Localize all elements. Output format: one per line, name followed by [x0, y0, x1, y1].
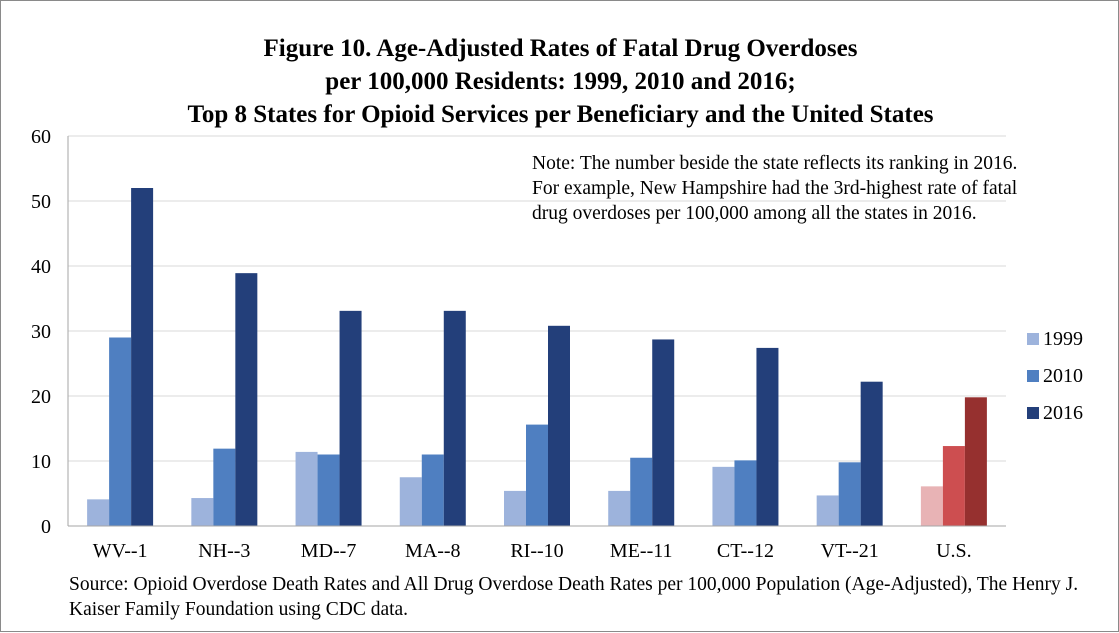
x-tick-label: ME--11 — [610, 540, 673, 562]
legend-swatch-1999 — [1027, 333, 1039, 345]
y-tick-label: 10 — [31, 451, 51, 473]
bar — [191, 498, 214, 526]
bar — [526, 424, 548, 526]
y-tick-label: 20 — [31, 386, 51, 408]
x-tick-label: MD--7 — [301, 540, 357, 562]
bar — [860, 381, 883, 526]
x-tick-label: NH--3 — [198, 540, 250, 562]
bar — [399, 477, 422, 526]
bar — [630, 457, 653, 526]
bar — [504, 490, 526, 526]
bar — [712, 466, 735, 526]
y-tick-label: 50 — [31, 191, 51, 213]
bar — [942, 446, 965, 526]
x-tick-label: RI--10 — [510, 540, 563, 562]
x-tick-label: VT--21 — [821, 540, 879, 562]
x-tick-label: U.S. — [936, 540, 972, 562]
bar — [756, 347, 779, 526]
chart-title-line-1: Figure 10. Age-Adjusted Rates of Fatal D… — [263, 35, 858, 62]
bar — [548, 325, 570, 526]
chart-title-line-2: per 100,000 Residents: 1999, 2010 and 20… — [325, 68, 796, 95]
chart-source: Source: Opioid Overdose Death Rates and … — [69, 574, 1079, 620]
legend-item-2010: 2010 — [1027, 364, 1083, 388]
legend-label-2010: 2010 — [1043, 364, 1083, 387]
legend-item-2016: 2016 — [1027, 401, 1083, 425]
chart-note: Note: The number beside the state reflec… — [532, 153, 1018, 224]
y-tick-label: 30 — [31, 321, 51, 343]
bar — [295, 451, 318, 526]
bar — [816, 495, 839, 526]
bar — [734, 460, 757, 526]
bar — [339, 310, 362, 526]
bar — [109, 337, 132, 526]
bar — [920, 486, 943, 526]
bar — [421, 454, 444, 526]
bar — [838, 462, 861, 526]
bar — [235, 273, 258, 526]
bar — [964, 397, 987, 526]
legend-label-1999: 1999 — [1043, 327, 1083, 350]
x-tick-label: WV--1 — [93, 540, 148, 562]
y-tick-label: 0 — [41, 516, 51, 538]
legend-swatch-2010 — [1027, 370, 1039, 382]
legend-label-2016: 2016 — [1043, 401, 1083, 424]
y-tick-label: 60 — [31, 126, 51, 148]
legend-item-1999: 1999 — [1027, 327, 1083, 351]
bar — [131, 188, 154, 526]
legend-swatch-2016 — [1027, 407, 1039, 419]
bar — [317, 454, 340, 526]
x-tick-label: CT--12 — [717, 540, 774, 562]
bar — [213, 448, 236, 526]
x-tick-label: MA--8 — [405, 540, 461, 562]
bar — [652, 339, 675, 526]
y-tick-label: 40 — [31, 256, 51, 278]
bar — [87, 499, 110, 526]
bar — [608, 490, 631, 526]
chart-title-line-3: Top 8 States for Opioid Services per Ben… — [187, 101, 934, 128]
chart-legend: 1999 2010 2016 — [1027, 327, 1083, 438]
bar — [443, 310, 466, 526]
